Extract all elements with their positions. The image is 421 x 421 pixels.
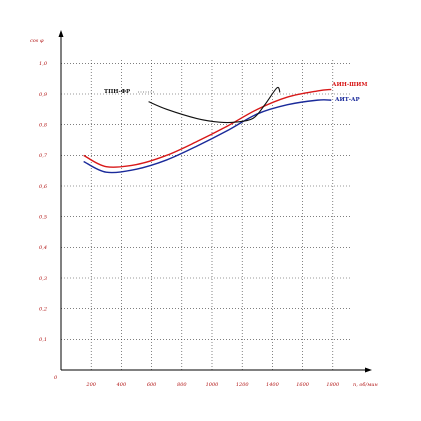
y-tick-label: 0,3 xyxy=(39,276,47,282)
series-line-ait-ar xyxy=(83,99,332,174)
y-tick-label: 0,7 xyxy=(39,153,48,159)
y-tick-label: 0,1 xyxy=(39,337,47,343)
x-tick-label: 1800 xyxy=(326,382,340,388)
tick-labels: 0,1 0,2 0,3 0,4 0,5 0,6 0,7 0,8 0,9 1,0 200 400 600 8… xyxy=(39,61,340,388)
x-tick-label: 600 xyxy=(147,382,157,388)
series-line-tpn-fr xyxy=(148,86,281,124)
x-tick-label: 800 xyxy=(177,382,187,388)
grid xyxy=(61,58,352,370)
y-axis-arrow xyxy=(58,30,64,37)
axes xyxy=(58,30,372,373)
y-tick-label: 0,2 xyxy=(39,306,47,312)
series-line-ain-shim xyxy=(83,88,332,168)
series: АИН-ШИМ АИТ-АР ТПН-ФР xyxy=(83,82,367,174)
x-tick-label: 200 xyxy=(85,382,96,388)
y-axis-label: cos φ xyxy=(30,38,44,44)
y-tick-label: 0,8 xyxy=(39,122,47,128)
x-tick-label: 1200 xyxy=(236,382,250,388)
series-label-tpn-fr: ТПН-ФР xyxy=(104,89,130,95)
x-tick-label: 1400 xyxy=(266,382,280,388)
x-tick-label: 1000 xyxy=(206,382,220,388)
y-tick-label: 0,9 xyxy=(39,92,48,98)
x-axis-arrow xyxy=(365,367,372,373)
series-label-ait-ar: АИТ-АР xyxy=(335,97,360,103)
y-tick-label: 0,4 xyxy=(39,245,47,251)
y-tick-label: 0,6 xyxy=(39,184,48,190)
y-tick-label: 0,5 xyxy=(39,214,47,220)
y-tick-label: 1,0 xyxy=(39,61,48,67)
x-axis-label: n, об/мин xyxy=(353,381,378,388)
x-tick-label: 1600 xyxy=(296,382,310,388)
series-label-ain-shim: АИН-ШИМ xyxy=(332,82,367,88)
x-tick-label: 400 xyxy=(116,382,127,388)
origin-label: 0 xyxy=(54,375,58,381)
